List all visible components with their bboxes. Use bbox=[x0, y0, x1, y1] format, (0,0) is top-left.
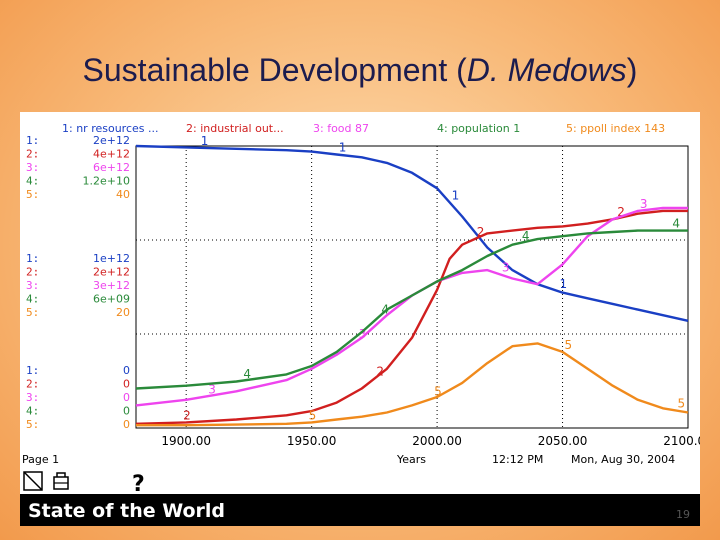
series-line bbox=[135, 209, 688, 425]
series-line bbox=[135, 206, 688, 407]
x-tick-label: 2100.00 bbox=[663, 434, 700, 448]
series-marker: 5 bbox=[565, 338, 573, 352]
plot-grid bbox=[135, 145, 689, 429]
scale-value: 1e+12 bbox=[93, 252, 130, 265]
scale-value: 0 bbox=[123, 378, 130, 391]
series-marker: 2 bbox=[183, 409, 191, 423]
series-marker: 4 bbox=[243, 367, 251, 381]
legend-entry: 3: food 87 bbox=[313, 122, 369, 135]
series-marker: 1 bbox=[560, 277, 568, 291]
scale-value: 4e+12 bbox=[93, 148, 130, 161]
scale-series-num: 5: bbox=[26, 306, 39, 319]
series-marker: 3 bbox=[208, 382, 216, 396]
series-marker: 5 bbox=[309, 409, 317, 423]
series-marker: 2 bbox=[617, 205, 625, 219]
slide-title: Sustainable Development (D. Medows) bbox=[0, 52, 720, 89]
scale-series-num: 3: bbox=[26, 279, 39, 292]
series-marker: 3 bbox=[640, 197, 648, 211]
scale-series-num: 5: bbox=[26, 418, 39, 431]
time-stamp: 12:12 PM bbox=[492, 453, 543, 466]
scale-series-num: 1: bbox=[26, 252, 39, 265]
plot-frame bbox=[135, 145, 689, 429]
scale-value: 40 bbox=[116, 188, 130, 201]
legend-entry: 2: industrial out... bbox=[186, 122, 284, 135]
series-marker: 3 bbox=[359, 327, 367, 341]
scale-value: 0 bbox=[123, 405, 130, 418]
footer-title: State of the World bbox=[28, 500, 226, 522]
scale-value: 6e+09 bbox=[93, 293, 130, 306]
series-line bbox=[136, 342, 689, 427]
scale-series-num: 2: bbox=[26, 378, 39, 391]
scale-series-num: 2: bbox=[26, 148, 39, 161]
legend-entry: 1: nr resources ... bbox=[62, 122, 159, 135]
stella-graph: 1: nr resources ... 2: industrial out... 3… bbox=[22, 122, 700, 497]
x-tick-label: 1900.00 bbox=[161, 434, 211, 448]
series-marker: 1 bbox=[339, 140, 347, 154]
help-icon[interactable]: ? bbox=[132, 472, 145, 497]
chart-legend: 1: nr resources ... 2: industrial out... 3… bbox=[62, 122, 665, 135]
date-stamp: Mon, Aug 30, 2004 bbox=[571, 453, 675, 466]
scale-series-num: 1: bbox=[26, 364, 39, 377]
scale-series-num: 3: bbox=[26, 391, 39, 404]
scale-value: 0 bbox=[123, 418, 130, 431]
lock-icon[interactable] bbox=[53, 472, 69, 490]
series-marker: 2 bbox=[477, 225, 485, 239]
series-marker: 4 bbox=[672, 217, 680, 231]
series-marker: 5 bbox=[677, 396, 685, 410]
scale-series-num: 4: bbox=[26, 175, 39, 188]
scale-value: 2e+12 bbox=[93, 134, 130, 147]
series-marker: 1 bbox=[201, 134, 209, 148]
series-marker: 1 bbox=[452, 188, 460, 202]
scale-series-num: 4: bbox=[26, 293, 39, 306]
scale-series-num: 1: bbox=[26, 134, 39, 147]
series-line bbox=[135, 144, 689, 322]
scale-series-num: 3: bbox=[26, 161, 39, 174]
scale-value: 6e+12 bbox=[93, 161, 130, 174]
scale-series-num: 4: bbox=[26, 405, 39, 418]
scale-series-num: 2: bbox=[26, 266, 39, 279]
series-line bbox=[135, 229, 688, 390]
page-turn-icon[interactable] bbox=[23, 471, 43, 491]
title-prefix: Sustainable Development ( bbox=[82, 52, 467, 88]
series-marker: 4 bbox=[381, 302, 389, 316]
series-marker: 4 bbox=[522, 229, 530, 243]
scale-value: 0 bbox=[123, 364, 130, 377]
page-label[interactable]: Page 1 bbox=[22, 453, 59, 466]
scale-value: 0 bbox=[123, 391, 130, 404]
series-marker: 2 bbox=[376, 365, 384, 379]
scale-value: 1.2e+10 bbox=[83, 175, 130, 188]
y-scales: 1: 2e+12 2: 4e+12 3: 6e+12 4: 1.2e+10 5: 40 1: 1e+1… bbox=[26, 134, 130, 431]
legend-entry: 5: ppoll index 143 bbox=[566, 122, 665, 135]
series-marker: 5 bbox=[434, 385, 442, 399]
x-tick-label: 1950.00 bbox=[287, 434, 337, 448]
scale-series-num: 5: bbox=[26, 188, 39, 201]
x-axis: 1900.00 1950.00 2000.00 2050.00 2100.00 bbox=[161, 434, 700, 448]
legend-entry: 4: population 1 bbox=[437, 122, 520, 135]
graph-panel: 1: nr resources ... 2: industrial out... 3… bbox=[20, 112, 700, 526]
title-author: D. Medows bbox=[466, 52, 627, 88]
title-suffix: ) bbox=[626, 52, 638, 88]
scale-value: 3e+12 bbox=[93, 279, 130, 292]
x-tick-label: 2050.00 bbox=[538, 434, 588, 448]
scale-value: 2e+12 bbox=[93, 266, 130, 279]
x-tick-label: 2000.00 bbox=[412, 434, 462, 448]
x-axis-label: Years bbox=[396, 453, 426, 466]
footer-bar: State of the World 19 bbox=[20, 494, 700, 526]
scale-value: 20 bbox=[116, 306, 130, 319]
series-marker: 3 bbox=[502, 260, 510, 274]
slide-number: 19 bbox=[676, 508, 690, 521]
